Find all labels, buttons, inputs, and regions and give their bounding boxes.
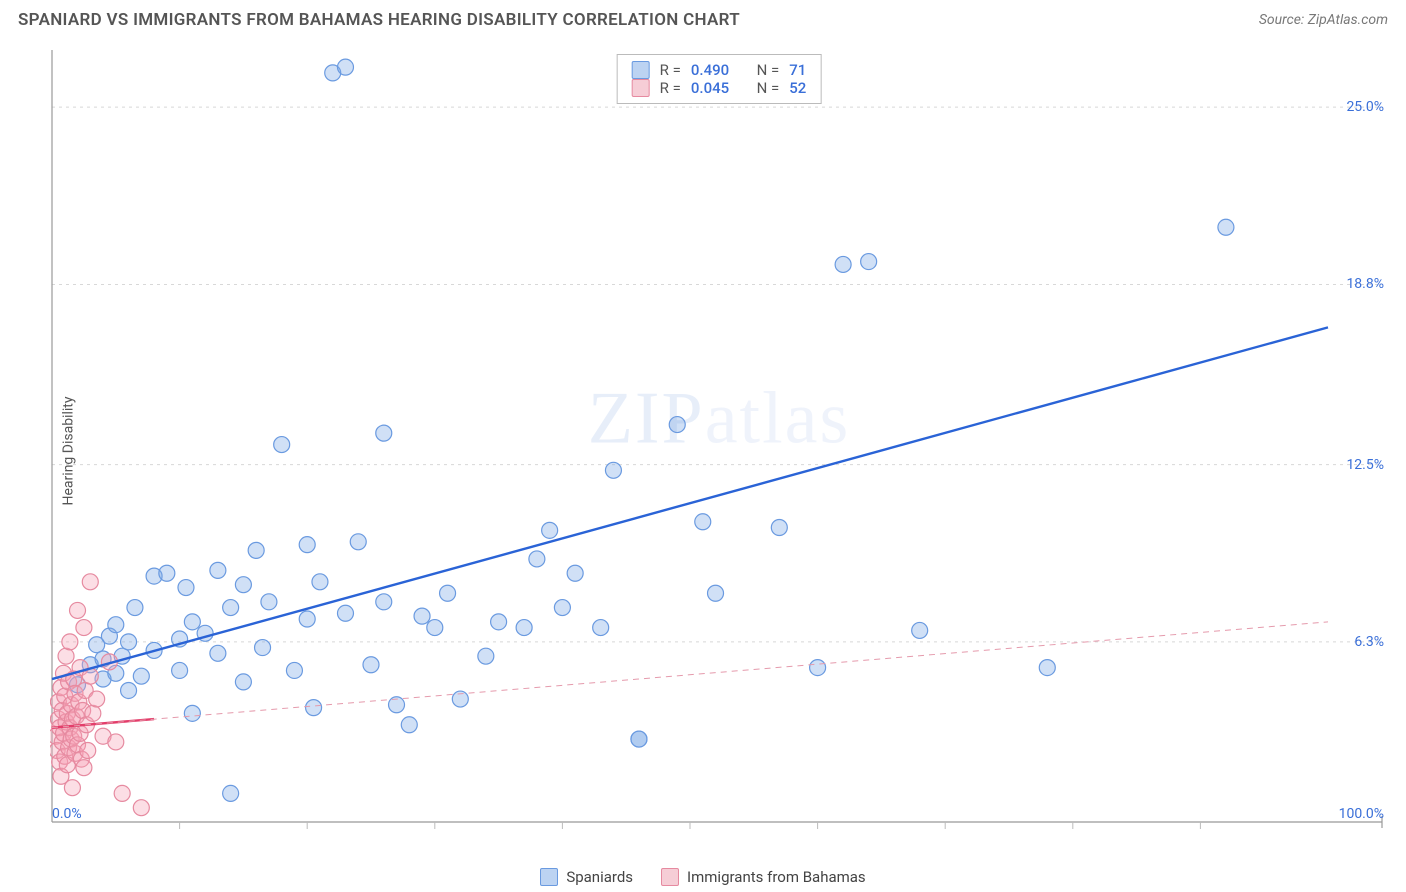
spaniards-swatch-icon (632, 61, 650, 79)
spaniards-point (159, 565, 175, 581)
legend-row-spaniards: R = 0.490 N = 71 (632, 61, 807, 79)
bahamas-point (108, 734, 124, 750)
spaniards-point (210, 645, 226, 661)
x-axis-max-label: 100.0% (1339, 806, 1384, 822)
spaniards-point (771, 519, 787, 535)
y-axis-tick-label: 6.3% (1354, 634, 1384, 650)
spaniards-point (223, 600, 239, 616)
spaniards-point (172, 662, 188, 678)
spaniards-point (631, 731, 647, 747)
spaniards-point (299, 611, 315, 627)
spaniards-point (337, 59, 353, 75)
spaniards-point (286, 662, 302, 678)
spaniards-point (478, 648, 494, 664)
spaniards-point (376, 594, 392, 610)
spaniards-point (121, 634, 137, 650)
spaniards-point (440, 585, 456, 601)
bahamas-point (133, 800, 149, 816)
spaniards-point (255, 640, 271, 656)
spaniards-point (516, 620, 532, 636)
bahamas-point (80, 743, 96, 759)
bahamas-point (58, 648, 74, 664)
spaniards-point (363, 657, 379, 673)
legend-label: Spaniards (566, 868, 633, 886)
legend-item-bahamas: Immigrants from Bahamas (661, 868, 866, 886)
bahamas-point (70, 602, 86, 618)
spaniards-point (1218, 219, 1234, 235)
bahamas-point (82, 574, 98, 590)
spaniards-point (835, 256, 851, 272)
spaniards-point (127, 600, 143, 616)
spaniards-point (248, 542, 264, 558)
bahamas-point (89, 691, 105, 707)
spaniards-point (312, 574, 328, 590)
spaniards-point (235, 577, 251, 593)
spaniards-point (529, 551, 545, 567)
spaniards-point (133, 668, 149, 684)
spaniards-point (810, 660, 826, 676)
spaniards-point (108, 617, 124, 633)
spaniards-point (337, 605, 353, 621)
spaniards-point (350, 534, 366, 550)
spaniards-swatch-icon (540, 868, 558, 886)
bahamas-swatch-icon (632, 79, 650, 97)
page-title: SPANIARD VS IMMIGRANTS FROM BAHAMAS HEAR… (18, 10, 740, 30)
bahamas-point (76, 620, 92, 636)
legend-label: Immigrants from Bahamas (687, 868, 866, 886)
spaniards-point (912, 622, 928, 638)
series-legend: Spaniards Immigrants from Bahamas (0, 868, 1406, 886)
spaniards-point (184, 705, 200, 721)
spaniards-point (261, 594, 277, 610)
y-axis-tick-label: 12.5% (1346, 457, 1384, 473)
legend-item-spaniards: Spaniards (540, 868, 633, 886)
spaniards-point (306, 700, 322, 716)
spaniards-point (427, 620, 443, 636)
x-axis-min-label: 0.0% (52, 806, 82, 822)
bahamas-point (64, 780, 80, 796)
spaniards-point (1039, 660, 1055, 676)
spaniards-point (401, 717, 417, 733)
spaniards-point (184, 614, 200, 630)
spaniards-point (593, 620, 609, 636)
y-axis-tick-label: 18.8% (1346, 276, 1384, 292)
spaniards-point (567, 565, 583, 581)
spaniards-point (695, 514, 711, 530)
spaniards-point (376, 425, 392, 441)
spaniards-point (414, 608, 430, 624)
legend-row-bahamas: R = 0.045 N = 52 (632, 79, 807, 97)
spaniards-point (669, 417, 685, 433)
spaniards-point (542, 522, 558, 538)
spaniards-point (178, 580, 194, 596)
spaniards-point (274, 437, 290, 453)
bahamas-point (62, 634, 78, 650)
spaniards-point (121, 682, 137, 698)
bahamas-point (85, 705, 101, 721)
spaniards-point (235, 674, 251, 690)
y-axis-tick-label: 25.0% (1346, 99, 1384, 115)
source-attribution: Source: ZipAtlas.com (1259, 12, 1388, 28)
scatter-chart (50, 50, 1388, 852)
spaniards-point (554, 600, 570, 616)
spaniards-point (605, 462, 621, 478)
bahamas-point (114, 785, 130, 801)
correlation-legend: R = 0.490 N = 71R = 0.045 N = 52 (617, 54, 822, 104)
spaniards-point (491, 614, 507, 630)
spaniards-point (299, 537, 315, 553)
bahamas-swatch-icon (661, 868, 679, 886)
bahamas-point (76, 760, 92, 776)
spaniards-point (210, 562, 226, 578)
spaniards-point (708, 585, 724, 601)
spaniards-point (223, 785, 239, 801)
chart-container: Hearing Disability ZIPatlas R = 0.490 N … (50, 50, 1388, 852)
spaniards-point (861, 254, 877, 270)
